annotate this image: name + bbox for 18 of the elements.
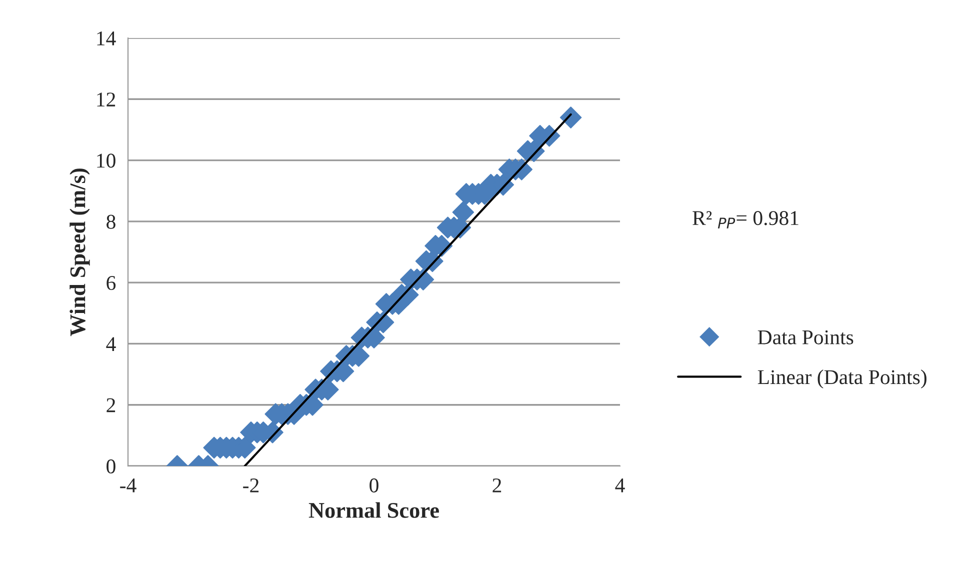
y-tick-label: 14 [97,31,116,46]
legend-label: Linear (Data Points) [758,370,926,388]
y-tick-label: 6 [106,276,116,290]
y-tick-label: 2 [106,398,116,412]
y-tick-label: 8 [106,214,116,229]
y-tick-label: 12 [97,92,116,106]
x-tick-label: 4 [615,478,625,492]
legend-label: Data Points [758,330,854,344]
text: R² $_{PP}$= 0.981 [692,211,798,228]
x-tick-label: 2 [492,478,502,492]
y-axis-title: Wind Speed (m/s) [70,168,90,336]
y-tick-label: 0 [106,459,116,474]
y-tick-label: 10 [97,154,116,168]
x-tick-label: -4 [120,478,136,492]
y-tick-label: 4 [106,337,116,351]
x-tick-label: -2 [243,478,259,492]
x-axis-title: Normal Score [308,502,439,518]
x-tick-label: 0 [370,478,378,492]
